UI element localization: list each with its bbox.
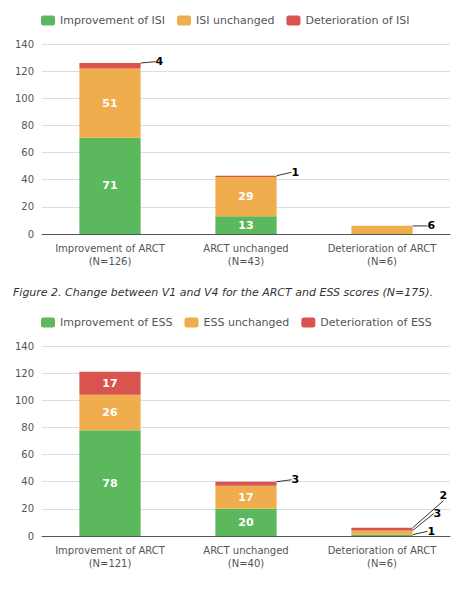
svg-text:(N=6): (N=6)	[367, 558, 397, 569]
svg-text:(N=126): (N=126)	[89, 256, 132, 267]
svg-text:Figure 2. Change between V1 an: Figure 2. Change between V1 and V4 for t…	[13, 286, 433, 299]
svg-text:20: 20	[21, 201, 34, 212]
svg-text:Improvement of ESS: Improvement of ESS	[60, 316, 173, 329]
svg-text:ESS unchanged: ESS unchanged	[204, 316, 290, 329]
svg-text:4: 4	[156, 55, 164, 68]
svg-text:ARCT unchanged: ARCT unchanged	[203, 243, 288, 254]
svg-text:40: 40	[21, 476, 34, 487]
svg-text:20: 20	[238, 516, 254, 529]
svg-text:80: 80	[21, 120, 34, 131]
svg-text:0: 0	[28, 229, 34, 240]
svg-text:17: 17	[238, 491, 253, 504]
svg-text:0: 0	[28, 531, 34, 542]
svg-text:Deterioration of ISI: Deterioration of ISI	[305, 14, 409, 27]
svg-text:80: 80	[21, 422, 34, 433]
svg-text:Deterioration of ARCT: Deterioration of ARCT	[328, 243, 438, 254]
svg-text:6: 6	[428, 219, 436, 232]
svg-text:120: 120	[15, 66, 34, 77]
svg-text:(N=6): (N=6)	[367, 256, 397, 267]
svg-text:120: 120	[15, 368, 34, 379]
svg-text:ISI unchanged: ISI unchanged	[196, 14, 274, 27]
svg-text:100: 100	[15, 395, 34, 406]
svg-text:100: 100	[15, 93, 34, 104]
svg-text:Deterioration of ESS: Deterioration of ESS	[320, 316, 431, 329]
svg-text:(N=43): (N=43)	[228, 256, 264, 267]
svg-text:17: 17	[102, 377, 117, 390]
svg-text:140: 140	[15, 39, 34, 50]
svg-text:Improvement of ARCT: Improvement of ARCT	[55, 243, 166, 254]
svg-text:3: 3	[292, 473, 300, 486]
svg-text:(N=121): (N=121)	[89, 558, 132, 569]
svg-text:13: 13	[238, 219, 253, 232]
svg-text:ARCT unchanged: ARCT unchanged	[203, 545, 288, 556]
svg-text:26: 26	[102, 406, 118, 419]
svg-text:20: 20	[21, 503, 34, 514]
svg-text:60: 60	[21, 449, 34, 460]
svg-text:Improvement of ISI: Improvement of ISI	[60, 14, 165, 27]
svg-text:40: 40	[21, 174, 34, 185]
svg-text:1: 1	[428, 525, 436, 538]
svg-text:(N=40): (N=40)	[228, 558, 264, 569]
svg-text:51: 51	[102, 97, 117, 110]
svg-text:78: 78	[102, 477, 117, 490]
svg-text:71: 71	[102, 179, 117, 192]
svg-text:2: 2	[440, 489, 448, 502]
svg-text:60: 60	[21, 147, 34, 158]
svg-text:1: 1	[292, 166, 300, 179]
svg-text:29: 29	[238, 190, 253, 203]
svg-text:140: 140	[15, 341, 34, 352]
svg-text:Deterioration of ARCT: Deterioration of ARCT	[328, 545, 438, 556]
svg-text:3: 3	[434, 507, 442, 520]
svg-text:Improvement of ARCT: Improvement of ARCT	[55, 545, 166, 556]
